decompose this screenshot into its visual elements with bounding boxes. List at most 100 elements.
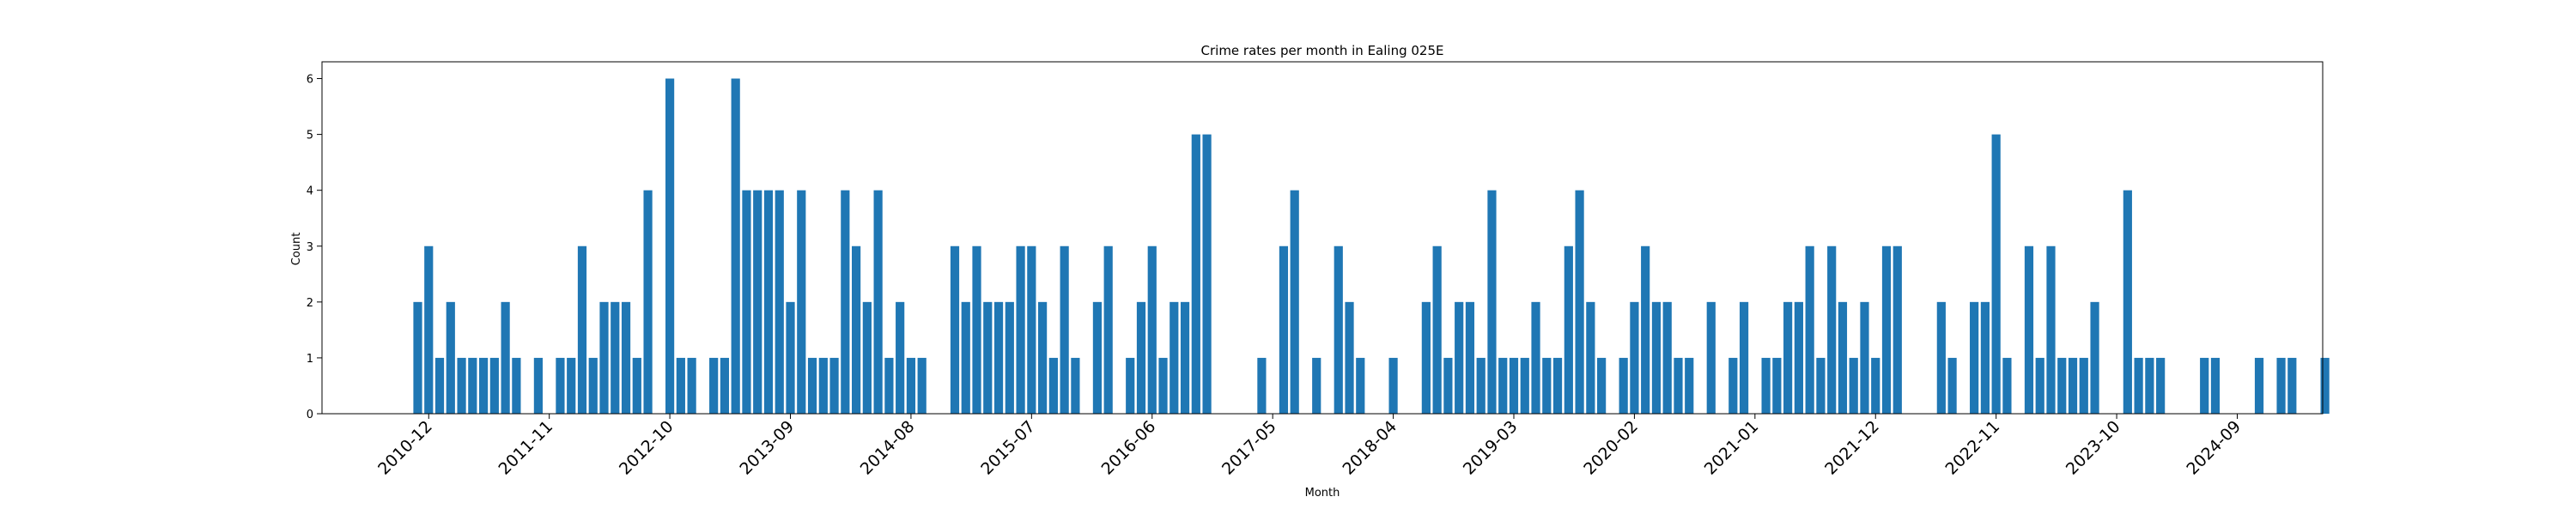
x-tick-label: 2011-11 — [495, 417, 557, 479]
x-tick-label: 2010-12 — [374, 417, 436, 479]
bar — [1936, 301, 1946, 414]
bar — [687, 357, 696, 414]
bar — [1641, 245, 1650, 414]
bar — [1619, 357, 1628, 414]
bar — [1048, 357, 1058, 414]
bar — [632, 357, 641, 414]
bar — [501, 301, 510, 414]
bar — [588, 357, 598, 414]
bar — [1487, 190, 1497, 414]
bar — [1279, 245, 1289, 414]
bar — [1455, 301, 1464, 414]
bar — [852, 245, 861, 414]
x-tick-label: 2016-06 — [1098, 417, 1160, 479]
bar — [1564, 245, 1573, 414]
x-tick-label: 2021-12 — [1821, 417, 1883, 479]
bar — [446, 301, 455, 414]
bar — [2123, 190, 2132, 414]
x-tick-label: 2013-09 — [736, 417, 798, 479]
bar — [1443, 357, 1453, 414]
bar — [2134, 357, 2143, 414]
bar — [1542, 357, 1552, 414]
bar — [424, 245, 434, 414]
bar — [1794, 301, 1803, 414]
bar — [2320, 357, 2330, 414]
bar — [1257, 357, 1267, 414]
bar — [906, 357, 916, 414]
bars-group — [413, 78, 2330, 415]
bar — [434, 357, 445, 414]
bar — [1060, 245, 1069, 414]
bar — [1597, 357, 1607, 414]
bar — [1421, 301, 1431, 414]
y-tick-label: 5 — [307, 130, 313, 142]
x-tick-label: 2019-03 — [1460, 417, 1522, 479]
x-tick-label: 2014-08 — [857, 417, 919, 479]
x-tick-label: 2015-07 — [977, 417, 1039, 479]
x-tick-label: 2018-04 — [1339, 417, 1400, 479]
bar — [1038, 301, 1048, 414]
y-tick-label: 6 — [307, 74, 313, 87]
bar — [1388, 357, 1398, 414]
bar — [1871, 357, 1880, 414]
bar — [709, 357, 719, 414]
bar — [1586, 301, 1595, 414]
bar — [2200, 357, 2209, 414]
x-tick-label: 2024-09 — [2183, 417, 2245, 479]
bar — [1170, 301, 1179, 414]
bar — [742, 190, 751, 414]
bar — [1356, 357, 1365, 414]
bar — [1071, 357, 1080, 414]
bar — [1849, 357, 1858, 414]
bar — [1991, 134, 2001, 414]
bar — [2002, 357, 2012, 414]
bar — [807, 357, 817, 414]
x-tick-label: 2020-02 — [1580, 417, 1642, 479]
bar — [1772, 357, 1782, 414]
x-axis: 2010-12 2011-11 2012-10 2013-09 2014-08 2015-… — [374, 414, 2245, 479]
bar — [489, 357, 499, 414]
bar — [731, 78, 740, 415]
bar — [1103, 245, 1113, 414]
bar — [829, 357, 839, 414]
bar — [1761, 357, 1771, 414]
bar — [413, 301, 422, 414]
bar — [2068, 357, 2078, 414]
bar — [1005, 301, 1014, 414]
bar — [1465, 301, 1475, 414]
bar — [1290, 190, 1299, 414]
bar — [1531, 301, 1540, 414]
bar — [1728, 357, 1738, 414]
bar — [2024, 245, 2034, 414]
bar — [1147, 245, 1157, 414]
x-tick-label: 2012-10 — [616, 417, 677, 479]
bar — [1838, 301, 1848, 414]
bar — [599, 301, 609, 414]
bar — [665, 78, 675, 415]
bar — [676, 357, 685, 414]
bar — [884, 357, 894, 414]
bar — [1180, 301, 1190, 414]
bar — [1016, 245, 1025, 414]
y-tick-label: 0 — [307, 409, 313, 421]
x-tick-label: 2021-01 — [1701, 417, 1763, 479]
bar — [1126, 357, 1135, 414]
bar — [2046, 245, 2056, 414]
bar — [720, 357, 730, 414]
bar — [1783, 301, 1793, 414]
bar — [2254, 357, 2264, 414]
bar — [556, 357, 565, 414]
x-tick-label: 2023-10 — [2063, 417, 2124, 479]
bar — [818, 357, 828, 414]
bar — [2035, 357, 2044, 414]
bar — [1947, 357, 1957, 414]
bar — [1816, 357, 1826, 414]
x-tick-label: 2017-05 — [1218, 417, 1280, 479]
bar — [1509, 357, 1519, 414]
bar — [862, 301, 872, 414]
bar — [2210, 357, 2221, 414]
bar — [1706, 301, 1716, 414]
bar — [567, 357, 576, 414]
bar — [1092, 301, 1103, 414]
